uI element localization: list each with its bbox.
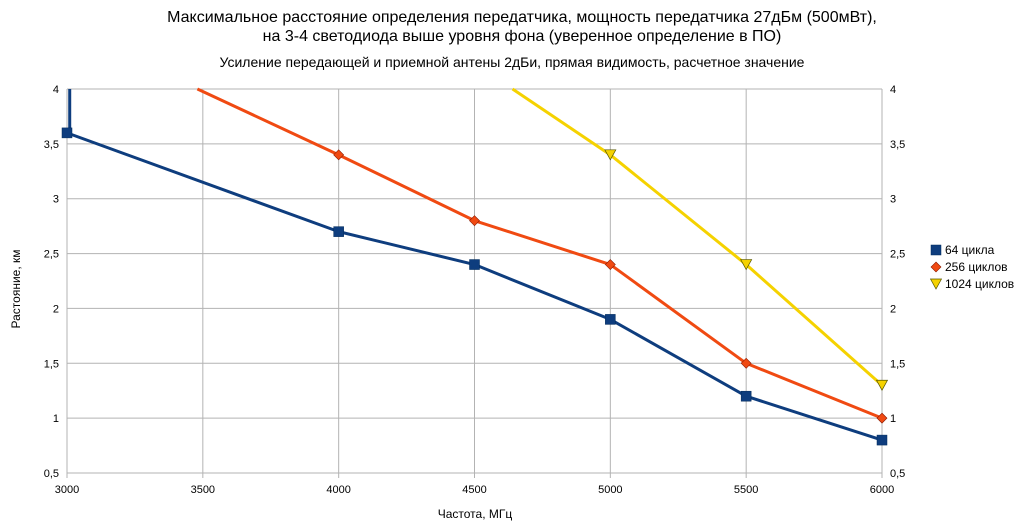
x-tick-label: 4000: [326, 484, 350, 496]
x-tick-label: 5000: [598, 484, 622, 496]
y-tick-label-left: 1,5: [44, 358, 59, 370]
chart-subtitle: Усиление передающей и приемной антены 2д…: [220, 54, 805, 70]
legend-label-1: 64 цикла: [945, 243, 995, 257]
y-tick-label-left: 0,5: [44, 468, 59, 480]
series-1-point: [61, 127, 73, 139]
x-tick-label: 6000: [870, 484, 894, 496]
y-tick-label-left: 2: [53, 303, 59, 315]
series-3-point: [740, 259, 753, 271]
y-tick-label-right: 3,5: [890, 139, 905, 151]
y-tick-label-right: 2: [890, 303, 896, 315]
x-axis-label: Частота, МГц: [438, 507, 513, 521]
legend: 64 цикла 256 циклов 1024 циклов: [929, 243, 1014, 291]
legend-marker-1: [930, 244, 942, 256]
series-1-point: [333, 226, 344, 237]
y-axis-label: Растояние, км: [9, 250, 23, 329]
x-tick-label: 3500: [191, 484, 215, 496]
chart-title-line2: на 3-4 светодиода выше уровня фона (увер…: [263, 28, 782, 45]
y-tick-label-left: 3: [53, 194, 59, 206]
series-1-point: [740, 390, 752, 402]
y-tick-label-right: 1: [890, 413, 896, 425]
y-tick-label-right: 1,5: [890, 358, 905, 370]
x-tick-label: 5500: [734, 484, 758, 496]
legend-marker-2: [930, 261, 942, 273]
series-2-point: [876, 412, 888, 424]
series-3-line: [511, 87, 883, 387]
series-3-point: [875, 379, 889, 391]
y-tick-label-right: 0,5: [890, 468, 905, 480]
legend-label-2: 256 циклов: [945, 260, 1008, 274]
series-2-point: [740, 357, 752, 369]
y-tick-label-right: 4: [890, 84, 896, 96]
plot-area: 3000 3500 4000 4500 5000 5500 6000 0,5 0,5 1 1 1,5 1…: [44, 84, 906, 496]
series-1-point: [605, 314, 616, 325]
series-3-point: [604, 149, 617, 161]
series-1-point: [876, 434, 888, 446]
y-tick-label-left: 3,5: [44, 139, 59, 151]
series-2-line: [196, 87, 883, 420]
chart-title: Максимальное расстояние определения пере…: [167, 9, 877, 26]
x-tick-label: 4500: [462, 484, 486, 496]
y-tick-label-left: 2,5: [44, 249, 59, 261]
y-tick-label-right: 3: [890, 194, 896, 206]
series-2-point: [469, 215, 480, 227]
series-2-point: [333, 149, 345, 161]
y-tick-label-left: 4: [53, 84, 59, 96]
series-1-point: [469, 259, 480, 270]
y-tick-label-right: 2,5: [890, 249, 905, 261]
series-2-point: [604, 259, 616, 270]
legend-marker-3: [929, 278, 943, 290]
series-1-line: [66, 131, 883, 442]
legend-label-3: 1024 циклов: [945, 277, 1014, 291]
x-tick-label: 3000: [55, 484, 79, 496]
y-tick-label-left: 1: [53, 413, 59, 425]
